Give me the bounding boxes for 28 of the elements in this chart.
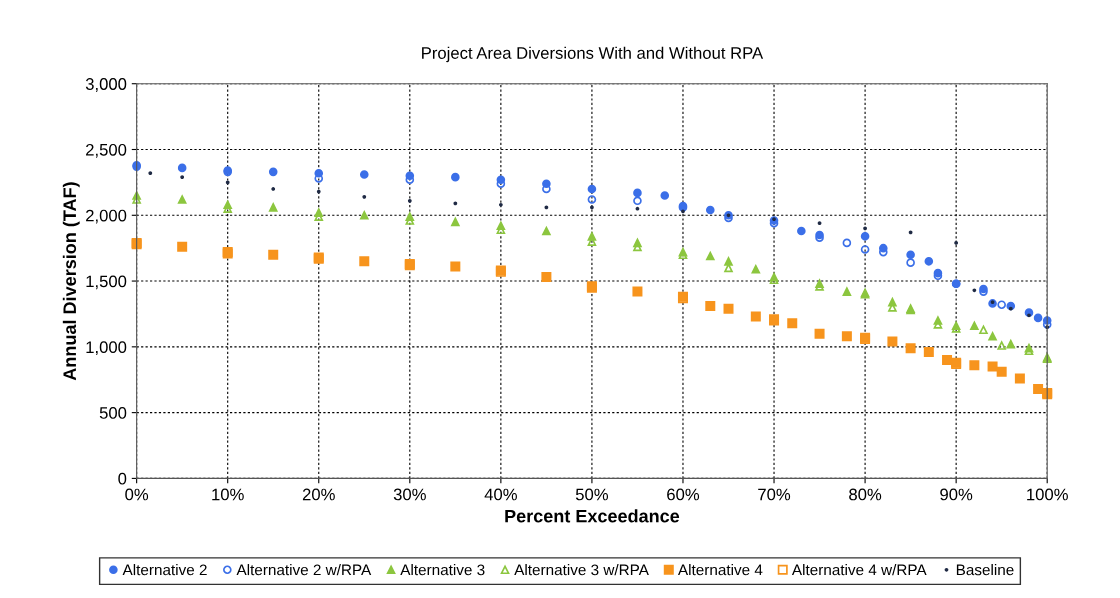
- y-axis-title: Annual Diversion (TAF): [62, 182, 80, 381]
- legend-label: Alternative 3: [400, 564, 485, 576]
- y-tick-label: 1,500: [86, 275, 127, 290]
- x-axis-title: Percent Exceedance: [505, 509, 680, 523]
- x-tick-label: 20%: [302, 488, 335, 501]
- x-tick-label: 10%: [212, 488, 244, 501]
- y-tick-label: 0: [118, 472, 127, 485]
- x-tick-label: 80%: [849, 488, 882, 501]
- legend-label: Alternative 4 w/RPA: [791, 564, 927, 576]
- y-tick-label: 3,000: [85, 78, 127, 92]
- legend-label: Alternative 3 w/RPA: [514, 564, 649, 576]
- x-tick-label: 70%: [758, 488, 791, 501]
- y-tick-label: 500: [99, 407, 127, 419]
- x-tick-label: 0%: [125, 488, 149, 501]
- x-tick-label: 90%: [940, 488, 973, 501]
- x-tick-label: 50%: [575, 488, 609, 501]
- x-tick-label: 60%: [667, 488, 700, 501]
- x-tick-label: 100%: [1027, 488, 1068, 501]
- legend-label: Alternative 4: [677, 564, 763, 576]
- legend-label: Alternative 2 w/RPA: [236, 564, 372, 576]
- chart-title: Project Area Diversions With and Without RPA: [422, 46, 764, 63]
- legend-label: Baseline: [956, 564, 1014, 576]
- x-tick-label: 30%: [393, 488, 426, 501]
- y-tick-label: 2,500: [86, 143, 127, 158]
- x-tick-label: 40%: [484, 488, 517, 501]
- y-tick-label: 1,000: [86, 341, 127, 356]
- legend-label: Alternative 2: [122, 564, 207, 576]
- y-tick-label: 2,000: [86, 209, 127, 224]
